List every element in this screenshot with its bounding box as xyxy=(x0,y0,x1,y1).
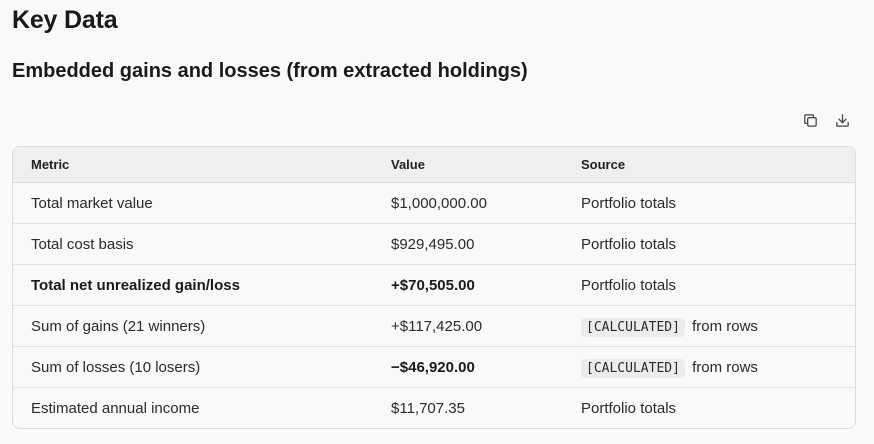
calculated-tag: [CALCULATED] xyxy=(581,358,685,378)
table-row: Sum of gains (21 winners) +$117,425.00 [CA… xyxy=(13,305,855,347)
table-row: Total cost basis $929,495.00 Portfolio tot… xyxy=(13,223,855,265)
source-cell: Portfolio totals xyxy=(563,223,855,265)
metric-cell: Total cost basis xyxy=(13,223,373,265)
source-cell: Portfolio totals xyxy=(563,182,855,224)
value-cell: $1,000,000.00 xyxy=(373,182,563,224)
column-header-source: Source xyxy=(563,147,855,183)
page-title: Key Data xyxy=(12,6,118,34)
metric-cell: Estimated annual income xyxy=(31,399,200,417)
table-row: Estimated annual income $11,707.35 Portfol… xyxy=(13,388,855,429)
source-cell: [CALCULATED] from rows xyxy=(563,346,855,388)
metric-cell: Sum of losses (10 losers) xyxy=(13,346,373,388)
source-text: Portfolio totals xyxy=(581,276,677,294)
value-cell: +$70,505.00 xyxy=(373,264,563,306)
table-row: Total market value $1,000,000.00 Portfolio… xyxy=(13,182,855,224)
value-cell: $929,495.00 xyxy=(373,223,563,265)
metric-cell: Total net unrealized gain/loss xyxy=(13,264,373,306)
source-text: Portfolio totals xyxy=(581,235,677,253)
value-cell: −$46,920.00 xyxy=(373,346,563,388)
source-text: from rows xyxy=(692,358,758,376)
column-header-metric: Metric xyxy=(13,147,373,183)
metric-cell: Total market value xyxy=(13,182,373,224)
source-cell: Portfolio totals xyxy=(563,388,855,429)
copy-icon[interactable] xyxy=(800,110,820,130)
source-cell: Portfolio totals xyxy=(563,264,855,306)
source-text: Portfolio totals xyxy=(581,399,677,417)
column-header-value: Value xyxy=(373,147,563,183)
source-text: from rows xyxy=(692,317,758,335)
source-text: Portfolio totals xyxy=(581,194,677,212)
value-cell: +$117,425.00 xyxy=(373,305,563,347)
section-subtitle: Embedded gains and losses (from extracte… xyxy=(12,60,528,82)
download-icon[interactable] xyxy=(832,110,852,130)
table-header-row: Metric Value Source xyxy=(13,147,855,183)
table-row: Sum of losses (10 losers) −$46,920.00 [CAL… xyxy=(13,346,855,388)
table-row: Total net unrealized gain/loss +$70,505.0… xyxy=(13,264,855,306)
calculated-tag: [CALCULATED] xyxy=(581,317,685,337)
table-toolbar xyxy=(800,110,852,130)
value-cell: $11,707.35 xyxy=(391,399,465,417)
key-data-table: Metric Value Source Total market value $1… xyxy=(12,146,856,429)
source-cell: [CALCULATED] from rows xyxy=(563,305,855,347)
metric-cell: Sum of gains (21 winners) xyxy=(13,305,373,347)
